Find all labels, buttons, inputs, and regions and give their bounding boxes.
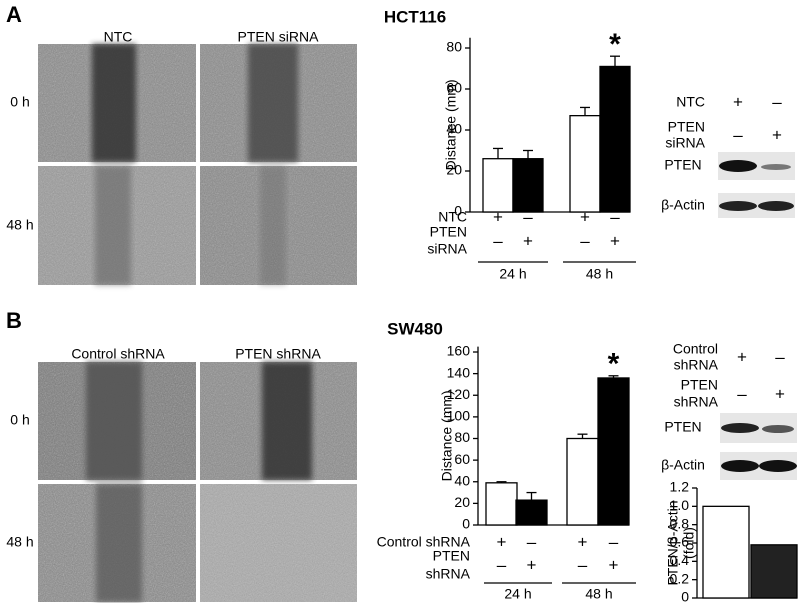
group-label: 24 h — [499, 266, 526, 282]
western-blot — [718, 152, 795, 218]
condition-sign: + — [610, 231, 620, 250]
condition-label: shRNA — [426, 566, 471, 582]
blot-label: PTEN — [664, 157, 701, 173]
y-tick-label: 20 — [454, 494, 470, 510]
y-tick-label: 100 — [447, 408, 471, 424]
y-tick-label: 1.0 — [670, 497, 690, 513]
condition-label: siRNA — [427, 241, 467, 257]
micrographs — [38, 44, 357, 285]
panel-label: A — [6, 2, 22, 27]
bar — [512, 158, 544, 213]
condition-sign: + — [772, 125, 782, 144]
y-tick-label: 0.8 — [670, 515, 690, 531]
condition-sign: + — [609, 555, 619, 574]
condition-sign: – — [527, 532, 537, 551]
bar — [515, 499, 548, 526]
condition-sign: – — [772, 92, 782, 111]
bar — [569, 115, 601, 213]
column-label: NTC — [104, 29, 133, 45]
condition-label: PTEN — [433, 548, 470, 564]
bar — [597, 377, 630, 526]
y-tick-label: 20 — [446, 162, 462, 178]
condition-sign: – — [523, 207, 533, 226]
y-tick-label: 80 — [454, 429, 470, 445]
row-label: 48 h — [6, 217, 33, 233]
condition-sign: + — [578, 532, 588, 551]
column-label: Control shRNA — [71, 346, 165, 362]
y-tick-label: 0 — [681, 589, 689, 603]
condition-label: PTEN — [668, 119, 705, 135]
condition-sign: – — [497, 555, 507, 574]
condition-label: PTEN — [681, 377, 718, 393]
significance: * — [609, 28, 621, 61]
y-tick-label: 140 — [447, 364, 471, 380]
condition-sign: – — [609, 532, 619, 551]
column-label: PTEN siRNA — [238, 29, 320, 45]
condition-label: NTC — [676, 94, 705, 110]
condition-sign: + — [775, 384, 785, 403]
y-axis-label: Distance (mm) — [439, 390, 455, 481]
condition-sign: + — [493, 207, 503, 226]
bar — [566, 437, 599, 526]
bar — [599, 65, 631, 213]
y-tick-label: 160 — [447, 343, 471, 359]
column-label: PTEN shRNA — [235, 346, 321, 362]
bar — [702, 505, 750, 599]
y-tick-label: 0.4 — [670, 552, 690, 568]
blot-label: β-Actin — [661, 197, 705, 213]
row-label: 0 h — [10, 412, 29, 428]
y-tick-label: 60 — [446, 80, 462, 96]
blot-label: PTEN — [664, 419, 701, 435]
condition-sign: – — [493, 231, 503, 250]
group-label: 48 h — [586, 266, 613, 282]
condition-sign: + — [580, 207, 590, 226]
row-label: 48 h — [6, 534, 33, 550]
condition-label: shRNA — [674, 394, 719, 410]
condition-sign: – — [610, 207, 620, 226]
bar — [485, 482, 518, 526]
significance: * — [608, 348, 620, 381]
condition-sign: – — [775, 347, 785, 366]
condition-label: PTEN — [430, 224, 467, 240]
y-tick-label: 40 — [454, 472, 470, 488]
y-tick-label: 1.2 — [670, 479, 690, 495]
condition-sign: – — [737, 384, 747, 403]
cell-line: SW480 — [387, 319, 443, 338]
condition-sign: – — [580, 231, 590, 250]
y-tick-label: 0.6 — [670, 534, 690, 550]
y-tick-label: 0 — [454, 203, 462, 219]
condition-sign: + — [737, 347, 747, 366]
condition-label: Control shRNA — [377, 534, 471, 550]
cell-line: HCT116 — [384, 7, 446, 26]
y-tick-label: 80 — [446, 39, 462, 55]
condition-sign: + — [527, 555, 537, 574]
bar — [750, 544, 798, 599]
condition-sign: + — [733, 92, 743, 111]
y-axis-label: PTEN/β-Actin — [665, 500, 681, 585]
condition-sign: – — [733, 125, 743, 144]
y-tick-label: 0.2 — [670, 570, 690, 586]
condition-sign: – — [578, 555, 588, 574]
western-blot — [720, 413, 797, 480]
condition-label: Control — [673, 341, 718, 357]
condition-sign: + — [497, 532, 507, 551]
condition-sign: + — [523, 231, 533, 250]
y-tick-label: 120 — [447, 386, 471, 402]
bar — [482, 158, 514, 213]
condition-label: NTC — [438, 209, 467, 225]
y-axis-label: Distance (mm) — [443, 79, 459, 170]
micrographs — [38, 362, 357, 602]
y-tick-label: 0 — [462, 516, 470, 532]
y-tick-label: 60 — [454, 451, 470, 467]
condition-label: siRNA — [665, 135, 705, 151]
y-axis-label: (fold) — [681, 527, 697, 559]
blot-label: β-Actin — [661, 457, 705, 473]
y-tick-label: 40 — [446, 121, 462, 137]
row-label: 0 h — [10, 94, 29, 110]
condition-label: shRNA — [674, 357, 719, 373]
group-label: 48 h — [585, 586, 612, 602]
panel-label: B — [6, 308, 22, 333]
group-label: 24 h — [504, 586, 531, 602]
